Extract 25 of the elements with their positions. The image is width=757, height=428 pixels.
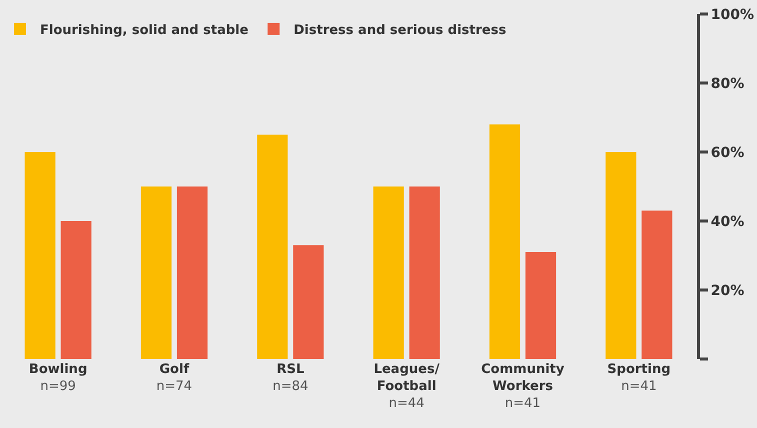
y-tick-label: 80% <box>710 76 744 92</box>
bar <box>60 221 92 359</box>
x-tick-label: Golf n=74 <box>156 362 192 394</box>
bar <box>24 152 56 359</box>
bar <box>140 186 172 359</box>
legend-label: Flourishing, solid and stable <box>40 23 249 38</box>
y-tick-label: 100% <box>710 6 754 23</box>
bar <box>176 186 208 359</box>
bar <box>409 186 440 359</box>
bar <box>525 252 556 359</box>
y-tick-label: 60% <box>710 144 744 161</box>
x-tick-label: Community Workers n=41 <box>481 362 565 411</box>
y-tick-label: 20% <box>710 282 744 299</box>
bar <box>293 245 324 359</box>
x-tick-label: Leagues/ Football n=44 <box>374 362 440 411</box>
bar <box>489 124 520 359</box>
bar <box>606 152 636 359</box>
bar <box>257 134 288 359</box>
y-tick-label: 40% <box>710 214 744 230</box>
legend-label: Distress and serious distress <box>294 23 506 38</box>
bar <box>373 186 404 359</box>
bar <box>642 210 672 359</box>
x-tick-label: Bowling n=99 <box>28 362 88 394</box>
x-tick-label: RSL n=84 <box>272 362 308 394</box>
x-tick-label: Sporting n=41 <box>607 362 671 394</box>
